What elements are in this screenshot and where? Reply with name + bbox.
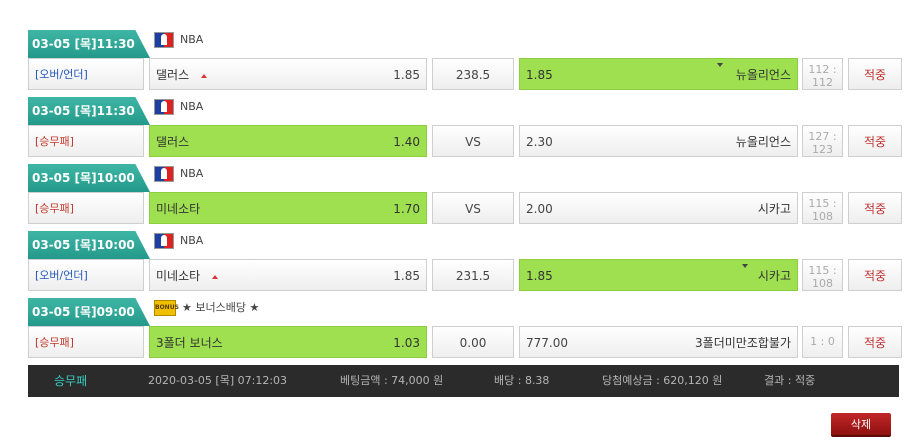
away-cell[interactable]: 2.00 시카고 xyxy=(519,192,798,224)
match-time: 03-05 [목]11:30 xyxy=(28,97,150,125)
nba-logo-icon xyxy=(154,32,174,48)
away-cell[interactable]: 777.00 3폴더미만조합불가 xyxy=(519,326,798,358)
score: 115 : 108 xyxy=(802,259,843,291)
result-badge: 적중 xyxy=(848,125,902,157)
result-badge: 적중 xyxy=(848,326,902,358)
arrow-up-icon xyxy=(201,73,208,78)
summary-result: 결과 : 적중 xyxy=(764,374,816,387)
league-name: NBA xyxy=(180,33,204,46)
summary-datetime: 2020-03-05 [목] 07:12:03 xyxy=(148,374,288,387)
bonus-logo-icon: BONUS xyxy=(154,300,179,316)
handicap-value[interactable]: 238.5 xyxy=(432,58,514,90)
league-name: NBA xyxy=(180,234,204,247)
score: 1 : 0 xyxy=(802,326,843,358)
arrow-up-icon xyxy=(212,274,219,279)
league-label: NBA xyxy=(154,30,203,50)
bet-group: 03-05 [목]09:00 BONUS ★ 보너스배당 ★ [승무패] 3폴더 … xyxy=(28,296,902,363)
away-cell[interactable]: 1.85 뉴올리언스 xyxy=(519,58,798,90)
home-odds: 1.85 xyxy=(393,68,420,82)
league-label: NBA xyxy=(154,231,203,251)
league-name: NBA xyxy=(180,100,204,113)
result-badge: 적중 xyxy=(848,192,902,224)
away-team: 3폴더미만조합불가 xyxy=(695,336,791,350)
bet-type: [오버/언더] xyxy=(28,58,144,90)
league-label: NBA xyxy=(154,164,203,184)
summary-type: 승무패 xyxy=(54,374,88,388)
match-time: 03-05 [목]09:00 xyxy=(28,298,150,326)
match-time: 03-05 [목]10:00 xyxy=(28,164,150,192)
home-odds: 1.85 xyxy=(393,269,420,283)
nba-logo-icon xyxy=(154,166,174,182)
league-name: NBA xyxy=(180,167,204,180)
bet-row: [오버/언더] 댈러스 1.85 238.5 1.85 뉴올리언스 112 : 11… xyxy=(28,58,902,92)
bet-group: 03-05 [목]11:30 NBA [승무패] 댈러스 1.40 VS 2.30… xyxy=(28,95,902,162)
home-team: 미네소타 xyxy=(156,202,201,216)
bet-summary: 승무패 2020-03-05 [목] 07:12:03 베팅금액 : 74,00… xyxy=(28,365,899,397)
draw-cell[interactable]: 0.00 xyxy=(432,326,514,358)
home-cell[interactable]: 댈러스 1.85 xyxy=(149,58,427,90)
score: 127 : 123 xyxy=(802,125,843,157)
nba-logo-icon xyxy=(154,99,174,115)
bet-row: [승무패] 3폴더 보너스 1.03 0.00 777.00 3폴더미만조합불가 1… xyxy=(28,326,902,360)
home-team: 3폴더 보너스 xyxy=(156,336,223,350)
handicap-value[interactable]: 231.5 xyxy=(432,259,514,291)
bet-group: 03-05 [목]10:00 NBA [오버/언더] 미네소타 1.85 231.… xyxy=(28,229,902,296)
bet-group: 03-05 [목]11:30 NBA [오버/언더] 댈러스 1.85 238.5… xyxy=(28,28,902,95)
home-cell[interactable]: 3폴더 보너스 1.03 xyxy=(149,326,427,358)
away-odds: 1.85 xyxy=(526,269,553,283)
home-team: 미네소타 xyxy=(156,260,219,292)
home-cell[interactable]: 댈러스 1.40 xyxy=(149,125,427,157)
away-team: 시카고 xyxy=(757,202,791,216)
result-badge: 적중 xyxy=(848,58,902,90)
summary-expected: 당첨예상금 : 620,120 원 xyxy=(602,374,723,387)
bet-group: 03-05 [목]10:00 NBA [승무패] 미네소타 1.70 VS 2.0… xyxy=(28,162,902,229)
result-badge: 적중 xyxy=(848,259,902,291)
draw-cell[interactable]: VS xyxy=(432,192,514,224)
bet-type: [승무패] xyxy=(28,192,144,224)
bet-row: [승무패] 댈러스 1.40 VS 2.30 뉴올리언스 127 : 123 적중 xyxy=(28,125,902,159)
home-cell[interactable]: 미네소타 1.85 xyxy=(149,259,427,291)
score: 115 : 108 xyxy=(802,192,843,224)
match-time: 03-05 [목]10:00 xyxy=(28,231,150,259)
away-team: 뉴올리언스 xyxy=(735,68,791,82)
arrow-down-icon xyxy=(717,63,723,67)
bet-history: 03-05 [목]11:30 NBA [오버/언더] 댈러스 1.85 238.5… xyxy=(28,28,902,437)
summary-odds: 배당 : 8.38 xyxy=(494,374,550,387)
summary-bet-amount: 베팅금액 : 74,000 원 xyxy=(340,374,444,387)
away-team: 뉴올리언스 xyxy=(735,135,791,149)
home-team: 댈러스 xyxy=(156,135,190,149)
match-time: 03-05 [목]11:30 xyxy=(28,30,150,58)
away-odds: 1.85 xyxy=(526,68,553,82)
home-odds: 1.70 xyxy=(393,202,420,216)
bet-type: [오버/언더] xyxy=(28,259,144,291)
bet-type: [승무패] xyxy=(28,326,144,358)
away-odds: 777.00 xyxy=(526,336,568,350)
home-odds: 1.03 xyxy=(393,336,420,350)
nba-logo-icon xyxy=(154,233,174,249)
home-team: 댈러스 xyxy=(156,59,208,91)
bet-row: [승무패] 미네소타 1.70 VS 2.00 시카고 115 : 108 적중 xyxy=(28,192,902,226)
league-label: BONUS ★ 보너스배당 ★ xyxy=(154,298,259,318)
bet-type: [승무패] xyxy=(28,125,144,157)
away-odds: 2.00 xyxy=(526,202,553,216)
league-label: NBA xyxy=(154,97,203,117)
league-name: ★ 보너스배당 ★ xyxy=(182,301,260,314)
home-odds: 1.40 xyxy=(393,135,420,149)
score: 112 : 112 xyxy=(802,58,843,90)
home-cell[interactable]: 미네소타 1.70 xyxy=(149,192,427,224)
away-odds: 2.30 xyxy=(526,135,553,149)
arrow-down-icon xyxy=(742,264,748,268)
away-cell[interactable]: 1.85 시카고 xyxy=(519,259,798,291)
away-cell[interactable]: 2.30 뉴올리언스 xyxy=(519,125,798,157)
bet-row: [오버/언더] 미네소타 1.85 231.5 1.85 시카고 115 : 108… xyxy=(28,259,902,293)
away-team: 시카고 xyxy=(757,269,791,283)
delete-button[interactable]: 삭제 xyxy=(831,413,891,437)
draw-cell[interactable]: VS xyxy=(432,125,514,157)
